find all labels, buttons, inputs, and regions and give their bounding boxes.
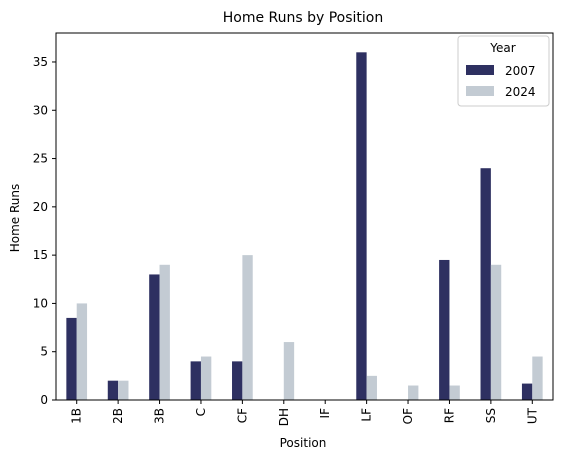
legend-label-2024: 2024 [505,85,536,99]
bar-2024-3b [159,264,170,400]
axes-frame [55,32,554,401]
x-tick-label: 2B [111,408,125,424]
x-tick-label: RF [442,408,456,423]
bar-2024-of [408,385,419,400]
bar-2007-ss [480,168,491,400]
x-axis-label: Position [280,436,327,450]
x-tick-label: CF [235,408,249,423]
y-tick-label: 5 [40,345,48,359]
x-tick-label: 3B [153,408,167,424]
legend-title: Year [489,41,515,55]
bar-2007-lf [356,52,367,400]
y-axis-label: Home Runs [8,184,22,253]
x-tick-label: DH [277,408,291,426]
bar-2024-1b [76,303,88,400]
bar-2024-ss [490,264,502,400]
bar-2024-ut [532,356,543,400]
legend-swatch-2024 [466,86,494,96]
x-tick-label: OF [401,408,415,424]
bar-2007-2b [107,380,119,400]
bar-2007-c [190,361,201,400]
y-tick-label: 35 [33,55,48,69]
chart-title: Home Runs by Position [223,10,384,26]
y-tick-label: 0 [40,393,48,407]
legend-swatch-2007 [466,65,494,75]
legend-label-2007: 2007 [505,64,536,78]
x-tick-label: LF [360,408,374,422]
y-tick-label: 15 [33,248,48,262]
bar-2007-3b [149,274,160,400]
bar-2024-dh [283,342,295,400]
x-tick-label: SS [484,408,498,423]
bar-2024-2b [118,380,129,400]
bar-2007-1b [66,317,77,400]
legend: Year 2007 2024 [457,35,550,107]
x-tick-label: C [194,408,208,416]
x-tick-label: IF [318,408,332,419]
y-tick-label: 30 [33,103,48,117]
plot-area: 0 5 10 15 20 25 30 35 1B 2B 3B C CF DH IF LF OF RF SS UT [33,32,554,426]
y-tick-label: 25 [33,152,48,166]
bar-2024-cf [242,255,253,400]
bar-2024-rf [449,385,460,400]
bar-2024-lf [366,375,377,400]
bar-2024-c [200,356,212,400]
x-tick-label: 1B [70,408,84,424]
bar-2007-ut [521,383,533,400]
bar-2007-cf [232,361,243,400]
y-tick-label: 20 [33,200,48,214]
x-tick-label: UT [525,407,539,424]
bar-2007-rf [439,259,450,400]
y-tick-label: 10 [33,296,48,310]
